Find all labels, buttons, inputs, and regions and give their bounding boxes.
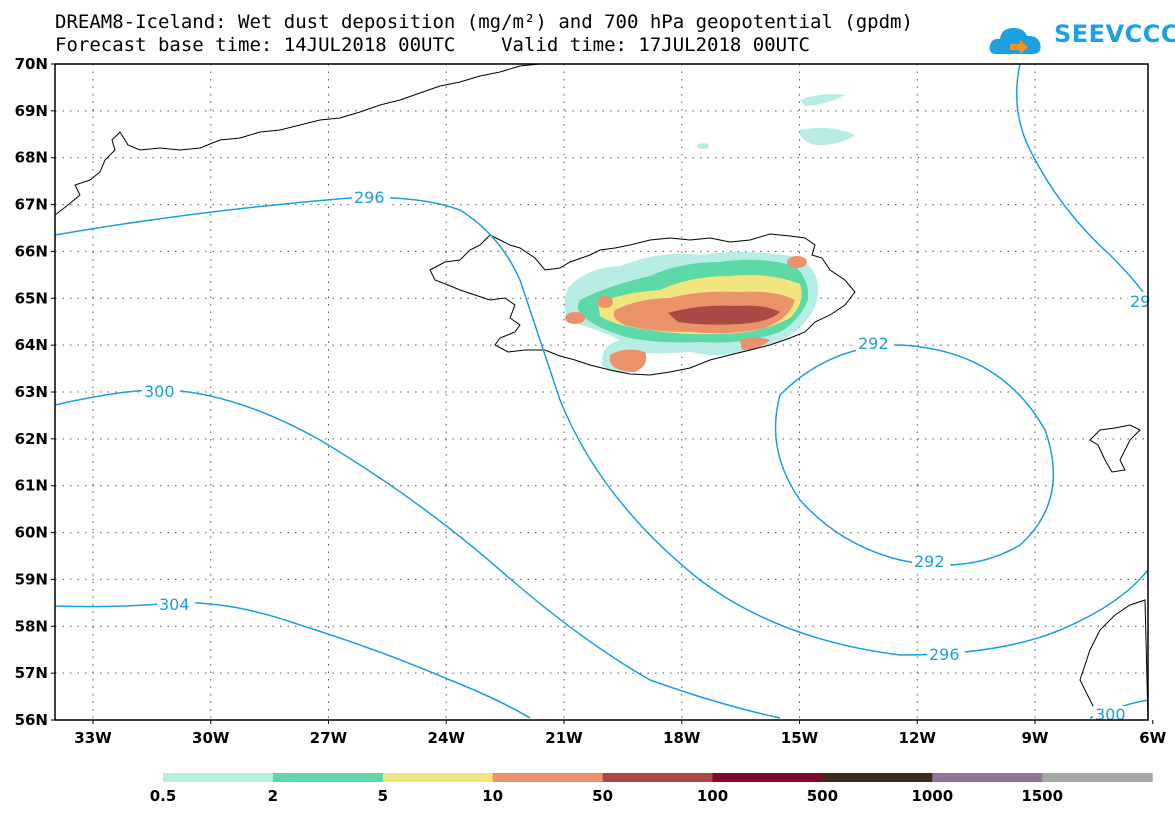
map-background (55, 64, 1148, 720)
latitude-label: 65N (15, 289, 48, 307)
latitude-label: 68N (15, 149, 48, 167)
colorbar-label: 500 (807, 787, 838, 805)
seevccc-logo (989, 28, 1041, 54)
contour-label-300-east: 300 (1095, 705, 1126, 724)
colorbar-swatch (382, 773, 494, 782)
colorbar-label: 0.5 (150, 787, 177, 805)
colorbar-label: 10 (482, 787, 503, 805)
contour-labels: 296 300 304 292 292 296 300 29 (142, 188, 1150, 724)
colorbar-label: 2 (268, 787, 278, 805)
longitude-label: 30W (192, 729, 230, 747)
contour-label-296-south: 296 (929, 645, 960, 664)
longitude-label: 27W (310, 729, 348, 747)
latitude-label: 70N (15, 55, 48, 73)
colorbar-swatch (712, 773, 823, 782)
longitude-labels: 33W 30W 27W 24W 21W 18W 15W 12W 9W 6W (74, 729, 1166, 747)
colorbar-label: 1000 (911, 787, 953, 805)
latitude-label: 61N (15, 477, 48, 495)
colorbar-swatch (1042, 773, 1153, 782)
latitude-label: 56N (15, 711, 48, 729)
latitude-label: 63N (15, 383, 48, 401)
colorbar-swatch (272, 773, 384, 782)
colorbar-label: 1500 (1021, 787, 1063, 805)
colorbar-swatch (932, 773, 1043, 782)
cloud-arrow-icon (989, 28, 1041, 54)
latitude-labels: 70N 69N 68N 67N 66N 65N 64N 63N 62N 61N 60N 59N 58N 5… (15, 55, 48, 729)
latitude-label: 59N (15, 570, 48, 588)
longitude-label: 12W (899, 729, 937, 747)
longitude-label: 6W (1139, 729, 1166, 747)
deposition-shading (564, 94, 855, 374)
contour-label-292-bottom: 292 (914, 552, 945, 571)
colorbar-label: 100 (697, 787, 728, 805)
logo-text: SEEVCCC (1054, 20, 1175, 48)
colorbar-swatch (822, 773, 933, 782)
contour-label-300-west: 300 (144, 382, 175, 401)
longitude-label: 33W (74, 729, 112, 747)
colorbar-label: 50 (592, 787, 613, 805)
latitude-label: 69N (15, 102, 48, 120)
colorbar-swatch (492, 773, 604, 782)
colorbar-label: 5 (378, 787, 388, 805)
chart-title: DREAM8-Iceland: Wet dust deposition (mg/… (55, 11, 913, 33)
contour-label-304: 304 (159, 595, 190, 614)
longitude-label: 21W (545, 729, 583, 747)
latitude-label: 60N (15, 524, 48, 542)
longitude-label: 18W (663, 729, 701, 747)
latitude-label: 58N (15, 617, 48, 635)
latitude-label: 66N (15, 242, 48, 260)
latitude-label: 67N (15, 196, 48, 214)
colorbar-swatch (602, 773, 714, 782)
colorbar-swatch (163, 773, 274, 782)
longitude-label: 15W (781, 729, 819, 747)
contour-label-296-north: 296 (354, 188, 385, 207)
chart-subtitle: Forecast base time: 14JUL2018 00UTC Vali… (55, 34, 810, 56)
contour-label-29-edge: 29 (1130, 292, 1150, 311)
latitude-label: 64N (15, 336, 48, 354)
plot-frame (54, 63, 1149, 721)
colorbar-legend: 0.5 2 5 10 50 100 500 1000 1500 (150, 773, 1153, 805)
latitude-label: 57N (15, 664, 48, 682)
latitude-label: 62N (15, 430, 48, 448)
contour-label-292-top: 292 (858, 334, 889, 353)
longitude-label: 9W (1022, 729, 1049, 747)
longitude-label: 24W (428, 729, 466, 747)
